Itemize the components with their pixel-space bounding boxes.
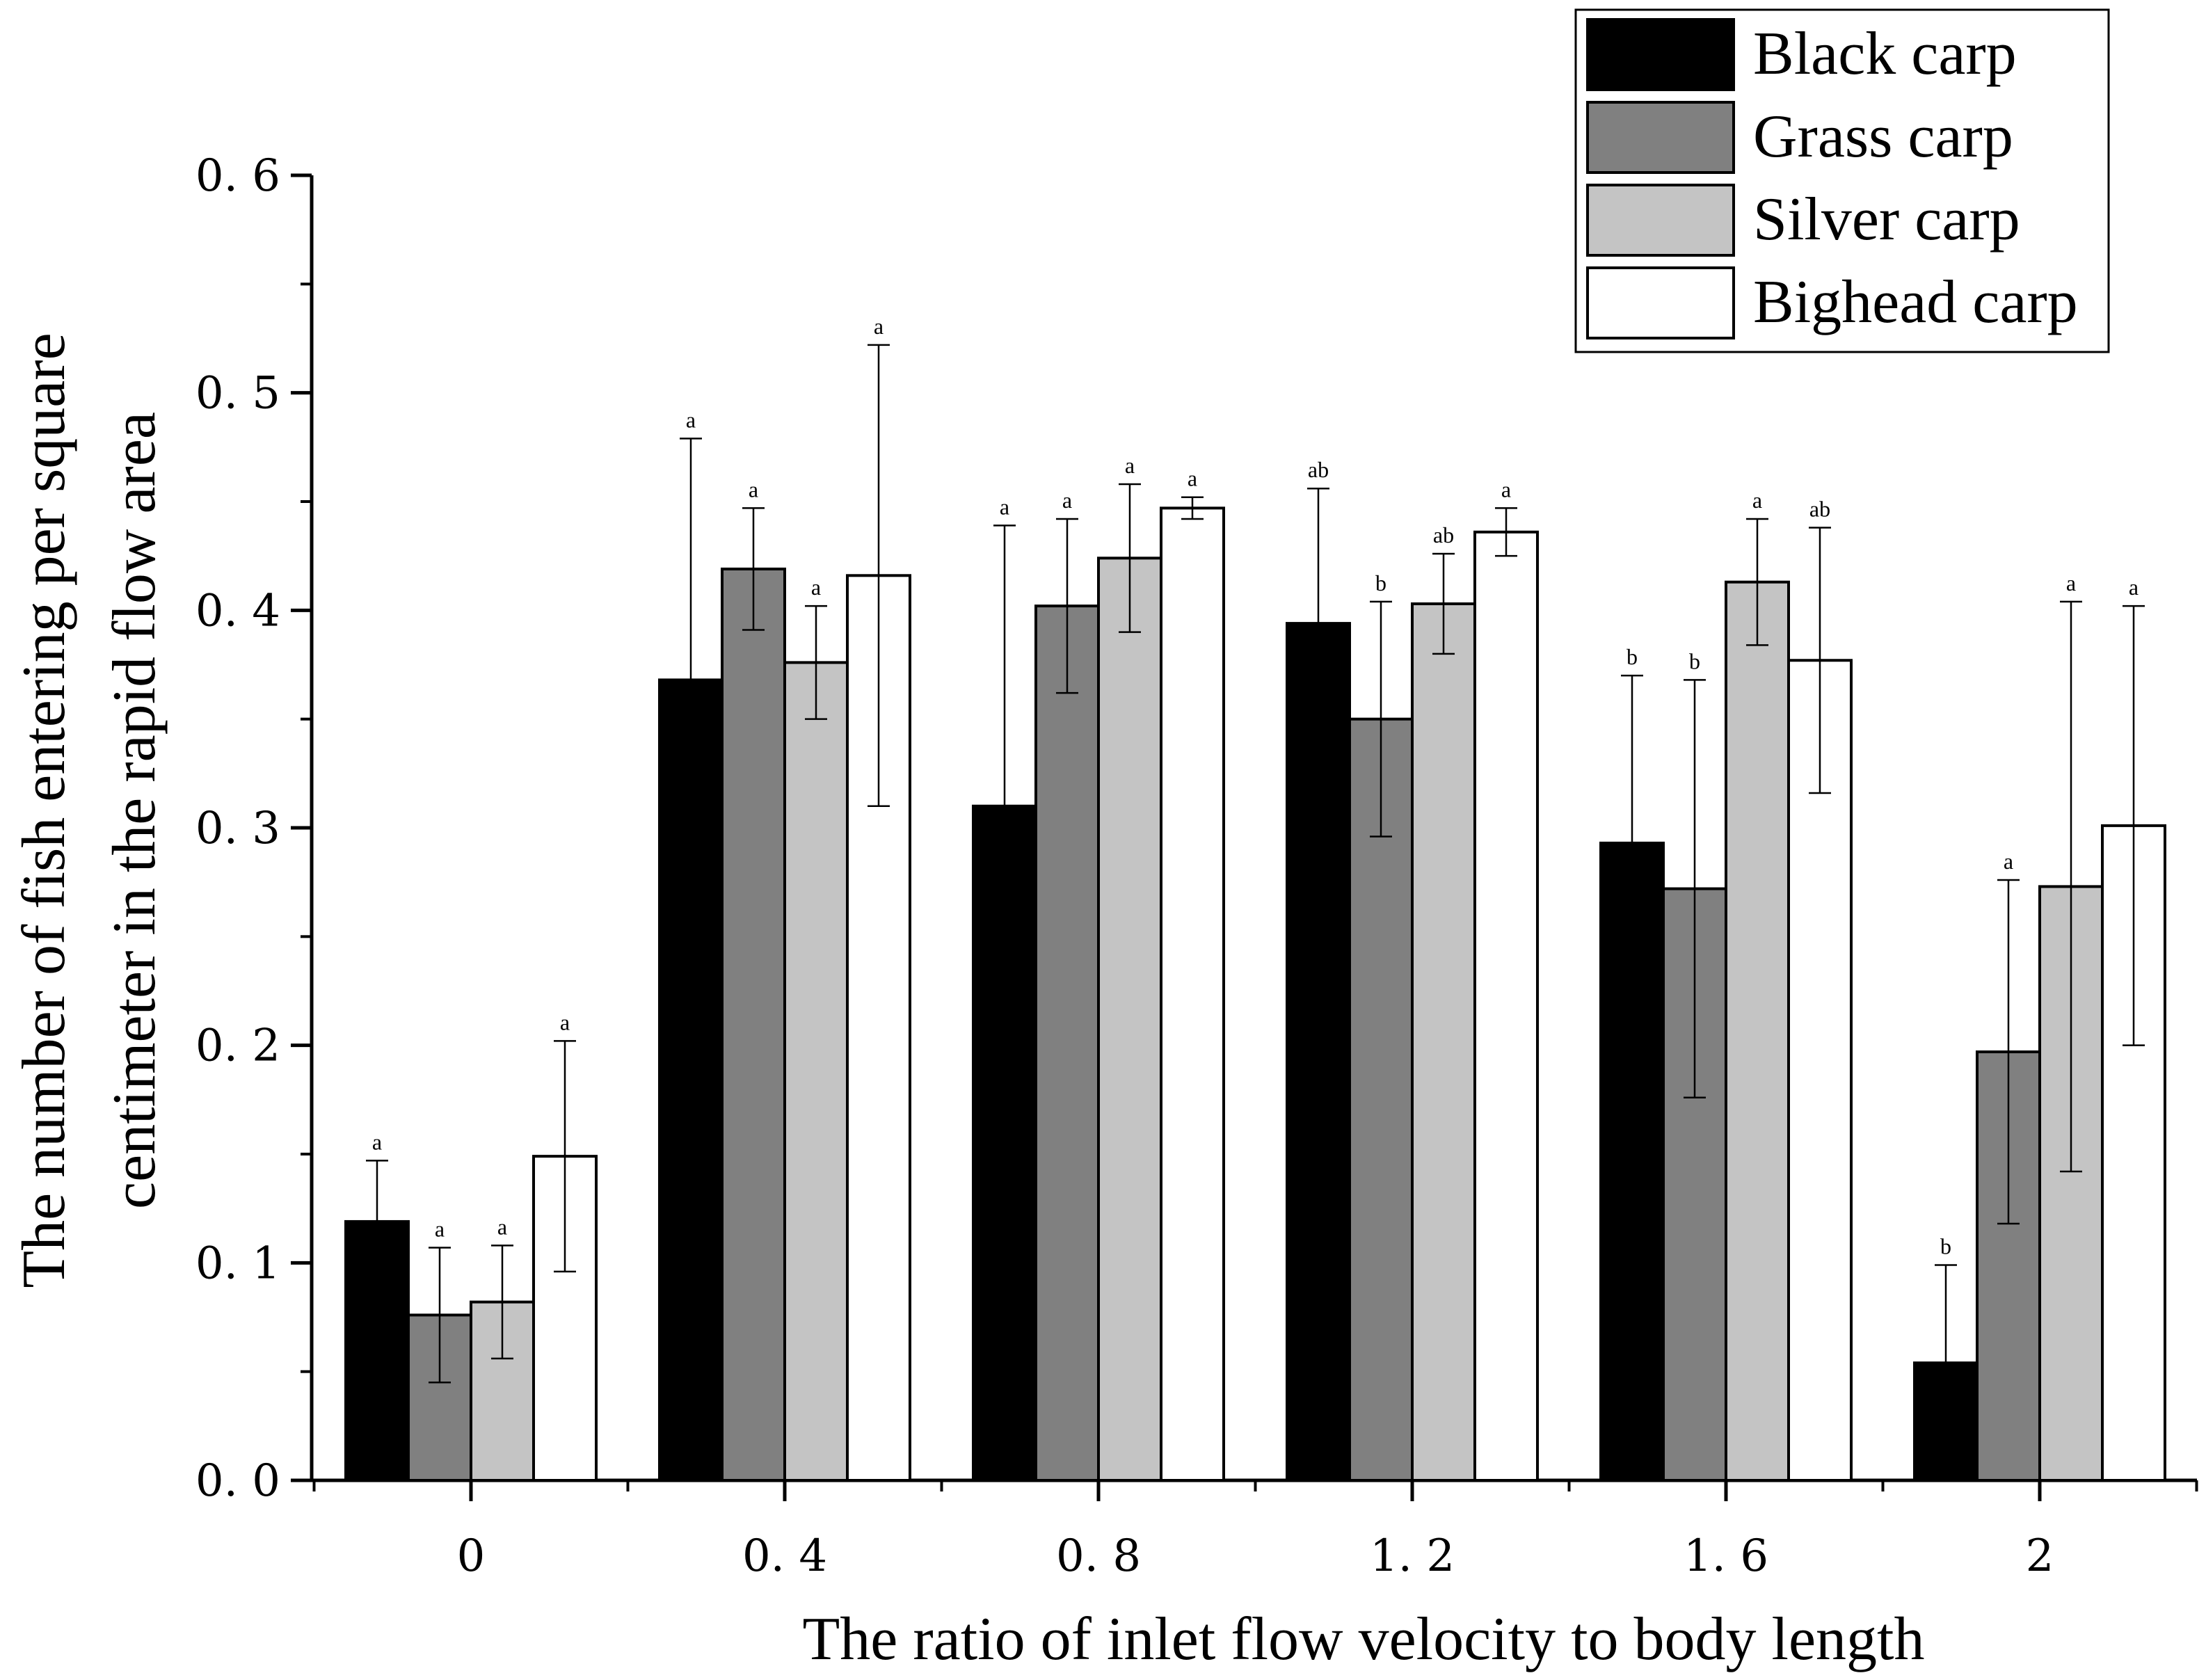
x-axis-title: The ratio of inlet flow velocity to body… xyxy=(803,1606,1925,1673)
significance-label: a xyxy=(874,314,884,339)
significance-label: ab xyxy=(1809,497,1830,522)
y-axis-title-line-2: centimeter in the rapid flow area xyxy=(101,412,168,1209)
bar xyxy=(1160,506,1225,1482)
legend-label: Grass carp xyxy=(1753,103,2013,170)
bar xyxy=(783,661,849,1482)
significance-label: a xyxy=(1752,488,1762,513)
x-tick-label: 0. 8 xyxy=(1056,1530,1141,1582)
x-tick-label: 1. 6 xyxy=(1684,1530,1768,1582)
y-axis-title-line-1: The number of fish entering per square xyxy=(10,333,78,1288)
x-tick-label: 1. 2 xyxy=(1370,1530,1455,1582)
bar xyxy=(721,567,786,1482)
significance-label: a xyxy=(1501,477,1511,502)
significance-label: a xyxy=(560,1009,570,1034)
y-tick-label: 0. 3 xyxy=(195,803,280,854)
legend-label: Bighead carp xyxy=(1753,269,2078,336)
bar xyxy=(1411,602,1476,1482)
significance-label: a xyxy=(811,575,821,600)
bars-layer xyxy=(344,344,2166,1482)
legend-swatch xyxy=(1586,184,1735,257)
legend-swatch xyxy=(1586,266,1735,339)
significance-label: b xyxy=(1940,1233,1951,1258)
significance-label: ab xyxy=(1433,522,1454,547)
legend-label: Black carp xyxy=(1753,20,2017,88)
significance-label: a xyxy=(2066,570,2076,595)
bar xyxy=(1097,557,1162,1482)
y-tick-label: 0. 2 xyxy=(195,1021,280,1072)
significance-label: ab xyxy=(1308,457,1329,482)
significance-label: a xyxy=(1188,466,1197,491)
significance-label: b xyxy=(1375,570,1386,595)
significance-label: a xyxy=(372,1129,382,1154)
significance-label: b xyxy=(1689,648,1700,673)
significance-label: a xyxy=(686,407,696,432)
significance-label: a xyxy=(1125,453,1135,478)
significance-label: a xyxy=(2004,849,2013,874)
x-tick-label: 0. 4 xyxy=(742,1530,827,1582)
y-tick-label: 0. 0 xyxy=(195,1455,280,1507)
legend-label: Silver carp xyxy=(1753,186,2020,253)
significance-label: a xyxy=(1000,494,1009,519)
y-tick-label: 0. 4 xyxy=(195,585,280,637)
legend-swatch xyxy=(1586,18,1735,91)
x-tick-label: 0 xyxy=(457,1530,486,1582)
x-tick-label: 2 xyxy=(2026,1530,2054,1582)
significance-label: a xyxy=(749,477,758,502)
significance-label: a xyxy=(1062,488,1072,513)
axes-layer xyxy=(291,173,2198,1501)
y-tick-label: 0. 1 xyxy=(195,1238,280,1289)
y-tick-label: 0. 6 xyxy=(195,150,280,202)
bar xyxy=(1473,530,1539,1482)
significance-label: a xyxy=(2129,575,2139,600)
legend: Black carp Grass carp Silver carp Bighead c… xyxy=(1574,8,2110,353)
y-axis-title: The number of fish entering per square c… xyxy=(10,333,168,1288)
bar xyxy=(1348,717,1414,1482)
bar xyxy=(1034,605,1100,1482)
legend-swatch xyxy=(1586,101,1735,174)
labels-layer: 0. 0 0. 1 0. 2 0. 3 0. 4 0. 5 0. 6 0 0. 4 0. 8 1. … xyxy=(195,150,2139,1582)
significance-label: a xyxy=(497,1214,507,1239)
bar xyxy=(1787,659,1853,1482)
y-tick-label: 0. 5 xyxy=(195,368,280,419)
bar xyxy=(1725,580,1790,1482)
significance-label: a xyxy=(435,1216,445,1241)
significance-label: b xyxy=(1626,644,1638,669)
